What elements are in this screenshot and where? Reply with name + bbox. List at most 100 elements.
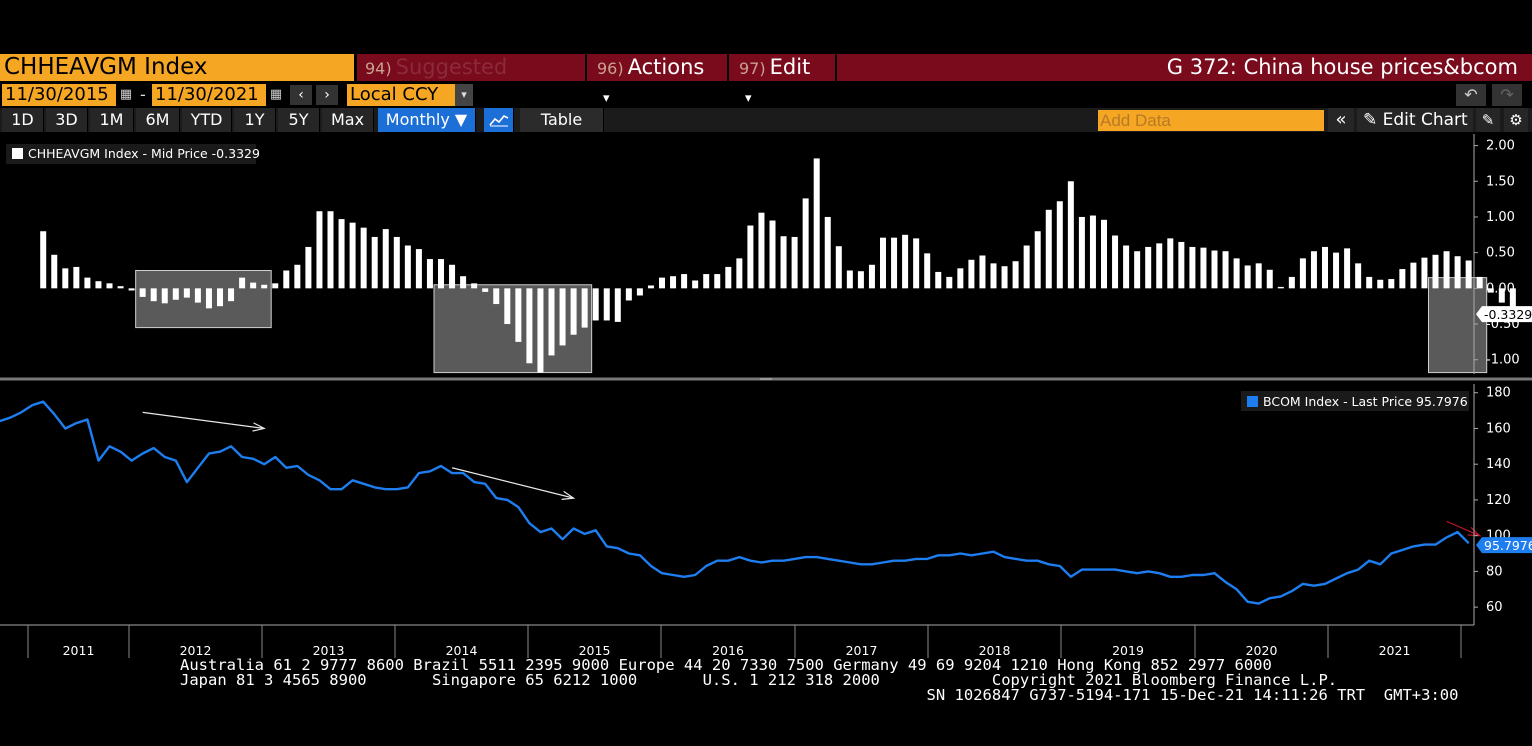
period-button-max[interactable]: Max bbox=[322, 108, 374, 132]
bar bbox=[979, 255, 986, 289]
bar bbox=[360, 227, 367, 289]
period-button-ytd[interactable]: YTD bbox=[182, 108, 232, 132]
bar bbox=[504, 288, 511, 325]
frequency-select[interactable]: Monthly ▼ bbox=[378, 108, 476, 132]
y-tick-label: 1.50 bbox=[1486, 174, 1515, 189]
bar bbox=[393, 236, 400, 289]
y-tick-label: 1.00 bbox=[1486, 210, 1515, 225]
legend-label: BCOM Index - Last Price 95.7976 bbox=[1263, 394, 1468, 409]
y-tick-label: 2.00 bbox=[1486, 139, 1515, 154]
bar bbox=[205, 288, 212, 309]
start-date-input[interactable]: 11/30/2015 bbox=[2, 84, 116, 106]
calendar-icon[interactable]: ▦ bbox=[119, 87, 133, 102]
bar bbox=[1178, 241, 1185, 289]
bar bbox=[924, 253, 931, 289]
period-button-1d[interactable]: 1D bbox=[2, 108, 44, 132]
bar bbox=[438, 259, 444, 289]
redo-icon[interactable]: ↷ bbox=[1492, 84, 1522, 106]
ticker-field[interactable]: CHHEAVGM Index bbox=[0, 54, 354, 81]
bar bbox=[559, 288, 566, 346]
bar bbox=[62, 268, 69, 289]
calendar-icon[interactable]: ▦ bbox=[269, 87, 283, 102]
bar bbox=[824, 216, 831, 289]
currency-select[interactable]: Local CCY bbox=[347, 84, 455, 106]
footer-contacts: Australia 61 2 9777 8600 Brazil 5511 239… bbox=[180, 657, 1520, 703]
suggested-charts-menu[interactable]: 94)Suggested Charts bbox=[357, 54, 587, 107]
period-button-5y[interactable]: 5Y bbox=[278, 108, 320, 132]
bar bbox=[647, 285, 654, 289]
legend-label: CHHEAVGM Index - Mid Price -0.3329 bbox=[28, 146, 260, 161]
bar bbox=[460, 276, 467, 289]
chevron-down-icon[interactable]: ▾ bbox=[455, 84, 473, 106]
chart-title: G 372: China house prices&bcom bbox=[1166, 55, 1518, 79]
bar bbox=[1222, 251, 1229, 289]
bar bbox=[1056, 201, 1063, 289]
bar bbox=[217, 288, 223, 307]
bar bbox=[1023, 245, 1030, 289]
bar bbox=[1277, 286, 1284, 289]
legend-swatch bbox=[12, 148, 23, 159]
next-period-button[interactable]: › bbox=[316, 85, 338, 105]
legend-box bbox=[1241, 391, 1469, 411]
bar bbox=[515, 288, 522, 342]
bar bbox=[1355, 263, 1362, 289]
menu-number: 97) bbox=[739, 59, 766, 78]
bar bbox=[250, 282, 257, 289]
table-button[interactable]: Table bbox=[520, 108, 604, 132]
bar bbox=[415, 249, 422, 289]
collapse-icon[interactable]: « bbox=[1328, 108, 1354, 132]
bar bbox=[913, 238, 920, 289]
bar bbox=[294, 264, 301, 289]
last-value-tag bbox=[1476, 306, 1532, 323]
settings-icon[interactable]: ⚙ bbox=[1504, 108, 1528, 132]
y-tick-label: -1.00 bbox=[1486, 353, 1520, 368]
line-chart-icon[interactable] bbox=[484, 108, 514, 132]
bar bbox=[73, 266, 80, 289]
bar bbox=[239, 277, 246, 289]
legend-swatch bbox=[1247, 396, 1258, 407]
annotation-arrow bbox=[451, 467, 574, 499]
bar bbox=[1388, 279, 1395, 289]
bar bbox=[603, 288, 610, 321]
bar bbox=[1443, 251, 1450, 289]
bar bbox=[1432, 254, 1439, 289]
undo-icon[interactable]: ↶ bbox=[1456, 84, 1486, 106]
bar bbox=[747, 225, 754, 289]
actions-menu[interactable]: 96) Actions ▾ bbox=[589, 54, 729, 106]
bar bbox=[493, 288, 500, 305]
bar bbox=[1310, 251, 1317, 289]
bar bbox=[570, 288, 577, 335]
bar bbox=[1288, 276, 1295, 289]
period-button-3d[interactable]: 3D bbox=[46, 108, 88, 132]
bar bbox=[1333, 252, 1340, 289]
bar bbox=[261, 284, 268, 289]
bar bbox=[1509, 288, 1516, 312]
bar bbox=[95, 281, 102, 289]
x-axis: 2011 2012 2013 2014 2015 2016 2017 2018 2019 2020… bbox=[0, 624, 1474, 658]
period-button-1m[interactable]: 1M bbox=[90, 108, 134, 132]
last-value-label: 95.7976 bbox=[1484, 538, 1532, 553]
edit-menu[interactable]: 97) Edit ▾ bbox=[731, 54, 837, 106]
house-price-panel: 2.001.501.000.500.00-0.50-1.00-0.3329CHH… bbox=[0, 134, 1532, 381]
bar bbox=[272, 283, 279, 289]
period-button-1y[interactable]: 1Y bbox=[234, 108, 276, 132]
draw-icon[interactable]: ✎ bbox=[1476, 108, 1500, 132]
bar bbox=[1244, 265, 1251, 289]
bar bbox=[1001, 266, 1008, 289]
bar bbox=[404, 245, 411, 289]
menu-label: Actions bbox=[627, 55, 705, 79]
period-button-6m[interactable]: 6M bbox=[136, 108, 180, 132]
menu-label: Edit bbox=[769, 55, 811, 79]
arrow-head bbox=[561, 490, 576, 500]
bar bbox=[902, 234, 909, 289]
bar bbox=[736, 258, 743, 289]
bar bbox=[846, 270, 853, 289]
prev-period-button[interactable]: ‹ bbox=[290, 85, 312, 105]
bar bbox=[471, 283, 478, 289]
chart-area[interactable]: 2.001.501.000.500.00-0.50-1.00-0.3329CHH… bbox=[0, 132, 1532, 658]
bar bbox=[681, 274, 688, 289]
bar bbox=[802, 198, 809, 289]
end-date-input[interactable]: 11/30/2021 bbox=[152, 84, 266, 106]
add-data-input[interactable] bbox=[1098, 110, 1324, 131]
edit-chart-button[interactable]: ✎ Edit Chart bbox=[1357, 108, 1473, 132]
